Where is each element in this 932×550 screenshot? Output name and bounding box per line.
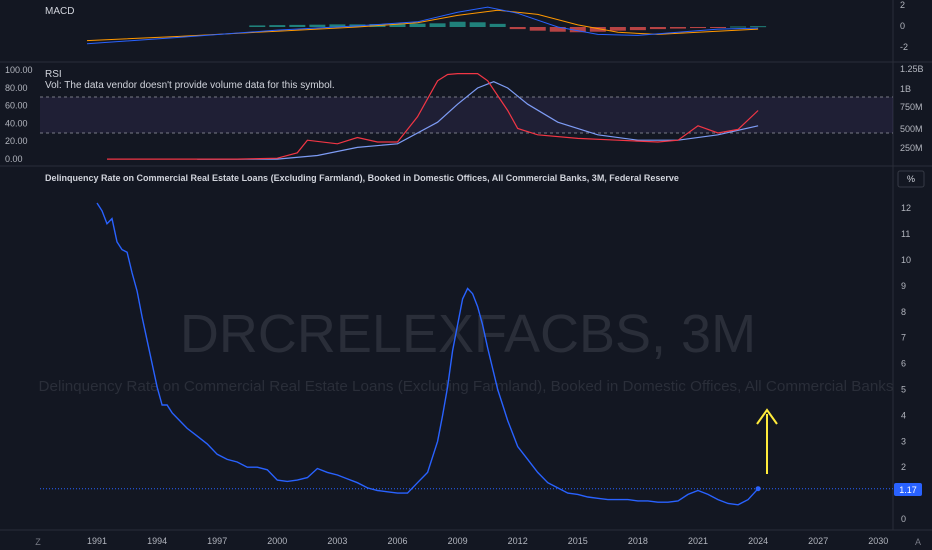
macd-histogram-bar <box>529 27 546 31</box>
macd-line <box>86 6 759 45</box>
macd-tick-label: 2 <box>900 0 905 10</box>
main-y-tick-label: 3 <box>901 436 906 446</box>
x-tick-label: 2024 <box>748 536 768 546</box>
macd-histogram-bar <box>649 27 666 30</box>
main-y-tick-label: 12 <box>901 203 911 213</box>
x-tick-label: 2012 <box>508 536 528 546</box>
x-tick-label: 2021 <box>688 536 708 546</box>
volume-right-scale[interactable]: 1.25B 1B 750M 500M 250M <box>900 64 924 153</box>
zoom-toggle-button[interactable]: Z <box>35 537 41 547</box>
main-y-tick-label: 10 <box>901 255 911 265</box>
percent-scale-button[interactable] <box>897 170 925 188</box>
macd-histogram-bar <box>249 25 266 27</box>
main-y-tick-label: 11 <box>901 229 910 239</box>
macd-histogram-bar <box>629 27 646 31</box>
x-tick-label: 2003 <box>327 536 347 546</box>
rsi-pane-label[interactable]: RSI <box>45 69 62 80</box>
rsi-line <box>107 73 759 160</box>
main-series-title[interactable]: Delinquency Rate on Commercial Real Esta… <box>45 173 679 183</box>
macd-histogram-bar <box>269 25 286 27</box>
macd-tick-label: 0 <box>900 21 905 31</box>
main-y-tick-label: 7 <box>901 333 906 343</box>
rsi-ma-line <box>197 81 759 160</box>
main-y-tick-label: 6 <box>901 359 906 369</box>
x-tick-label: 2015 <box>568 536 588 546</box>
x-tick-label: 2030 <box>868 536 888 546</box>
macd-price-scale[interactable]: 2 0 -2 <box>900 0 908 52</box>
macd-pane-label[interactable]: MACD <box>45 6 74 17</box>
rsi-left-tick-label: 100.00 <box>5 65 33 75</box>
macd-tick-label: -2 <box>900 42 908 52</box>
rsi-left-tick-label: 60.00 <box>5 101 28 111</box>
main-y-tick-label: 8 <box>901 307 906 317</box>
macd-histogram-bar <box>589 27 606 32</box>
x-tick-label: 1991 <box>87 536 107 546</box>
rsi-left-tick-label: 20.00 <box>5 136 28 146</box>
x-tick-label: 1994 <box>147 536 167 546</box>
macd-signal-line <box>86 9 759 42</box>
main-y-tick-label: 5 <box>901 385 906 395</box>
volume-tick-label: 750M <box>900 102 923 112</box>
x-tick-label: 1997 <box>207 536 227 546</box>
yellow-arrow-annotation[interactable] <box>756 408 778 474</box>
macd-histogram-bar <box>489 23 506 27</box>
rsi-left-tick-label: 40.00 <box>5 118 28 128</box>
main-y-tick-label: 0 <box>901 514 906 524</box>
macd-histogram-bar <box>469 22 486 27</box>
percent-scale-label: % <box>907 174 915 184</box>
macd-histogram-bar <box>429 23 446 27</box>
x-tick-label: 2009 <box>448 536 468 546</box>
macd-histogram-bar <box>549 27 566 32</box>
macd-histogram-bar <box>690 27 706 29</box>
macd-histogram <box>249 21 767 33</box>
volume-tick-label: 1B <box>900 84 911 94</box>
rsi-band-background <box>40 97 893 133</box>
main-price-scale[interactable]: 1211109876543210 <box>901 203 911 524</box>
rsi-left-tick-label: 80.00 <box>5 83 28 93</box>
macd-histogram-bar <box>609 27 626 31</box>
macd-histogram-bar <box>289 24 306 27</box>
arrow-head <box>756 408 778 425</box>
macd-histogram-bar <box>329 24 346 27</box>
main-y-tick-label: 9 <box>901 281 906 291</box>
macd-histogram-bar <box>730 26 747 28</box>
main-y-tick-label: 4 <box>901 410 906 420</box>
auto-scale-button[interactable]: A <box>915 537 921 547</box>
x-tick-label: 2006 <box>387 536 407 546</box>
main-y-tick-label: 2 <box>901 462 906 472</box>
rsi-left-scale: 100.00 80.00 60.00 40.00 20.00 0.00 <box>5 65 33 164</box>
macd-histogram-bar <box>409 23 426 27</box>
macd-histogram-bar <box>710 27 727 28</box>
macd-histogram-bar <box>449 21 466 27</box>
macd-histogram-bar <box>569 27 586 33</box>
volume-note: Vol: The data vendor doesn't provide vol… <box>45 80 335 91</box>
volume-tick-label: 1.25B <box>900 64 924 74</box>
watermark-description: Delinquency Rate on Commercial Real Esta… <box>39 378 894 395</box>
x-tick-label: 2027 <box>808 536 828 546</box>
macd-histogram-bar <box>750 26 767 28</box>
last-price-value: 1.17 <box>899 485 917 495</box>
macd-histogram-bar <box>309 24 326 27</box>
x-tick-label: 2018 <box>628 536 648 546</box>
last-value-marker <box>755 486 761 492</box>
macd-histogram-bar <box>509 27 526 30</box>
volume-tick-label: 500M <box>900 124 923 134</box>
macd-histogram-bar <box>669 27 686 29</box>
watermark-symbol: DRCRELEXFACBS, 3M <box>180 304 756 364</box>
volume-tick-label: 250M <box>900 143 923 153</box>
x-tick-label: 2000 <box>267 536 287 546</box>
time-scale[interactable]: 1991 1994 1997 2000 2003 2006 2009 2012 2015 2018… <box>87 536 888 546</box>
macd-histogram-bar <box>389 23 406 27</box>
last-price-tag <box>894 483 922 496</box>
rsi-left-tick-label: 0.00 <box>5 154 23 164</box>
delinquency-rate-line <box>96 202 759 506</box>
